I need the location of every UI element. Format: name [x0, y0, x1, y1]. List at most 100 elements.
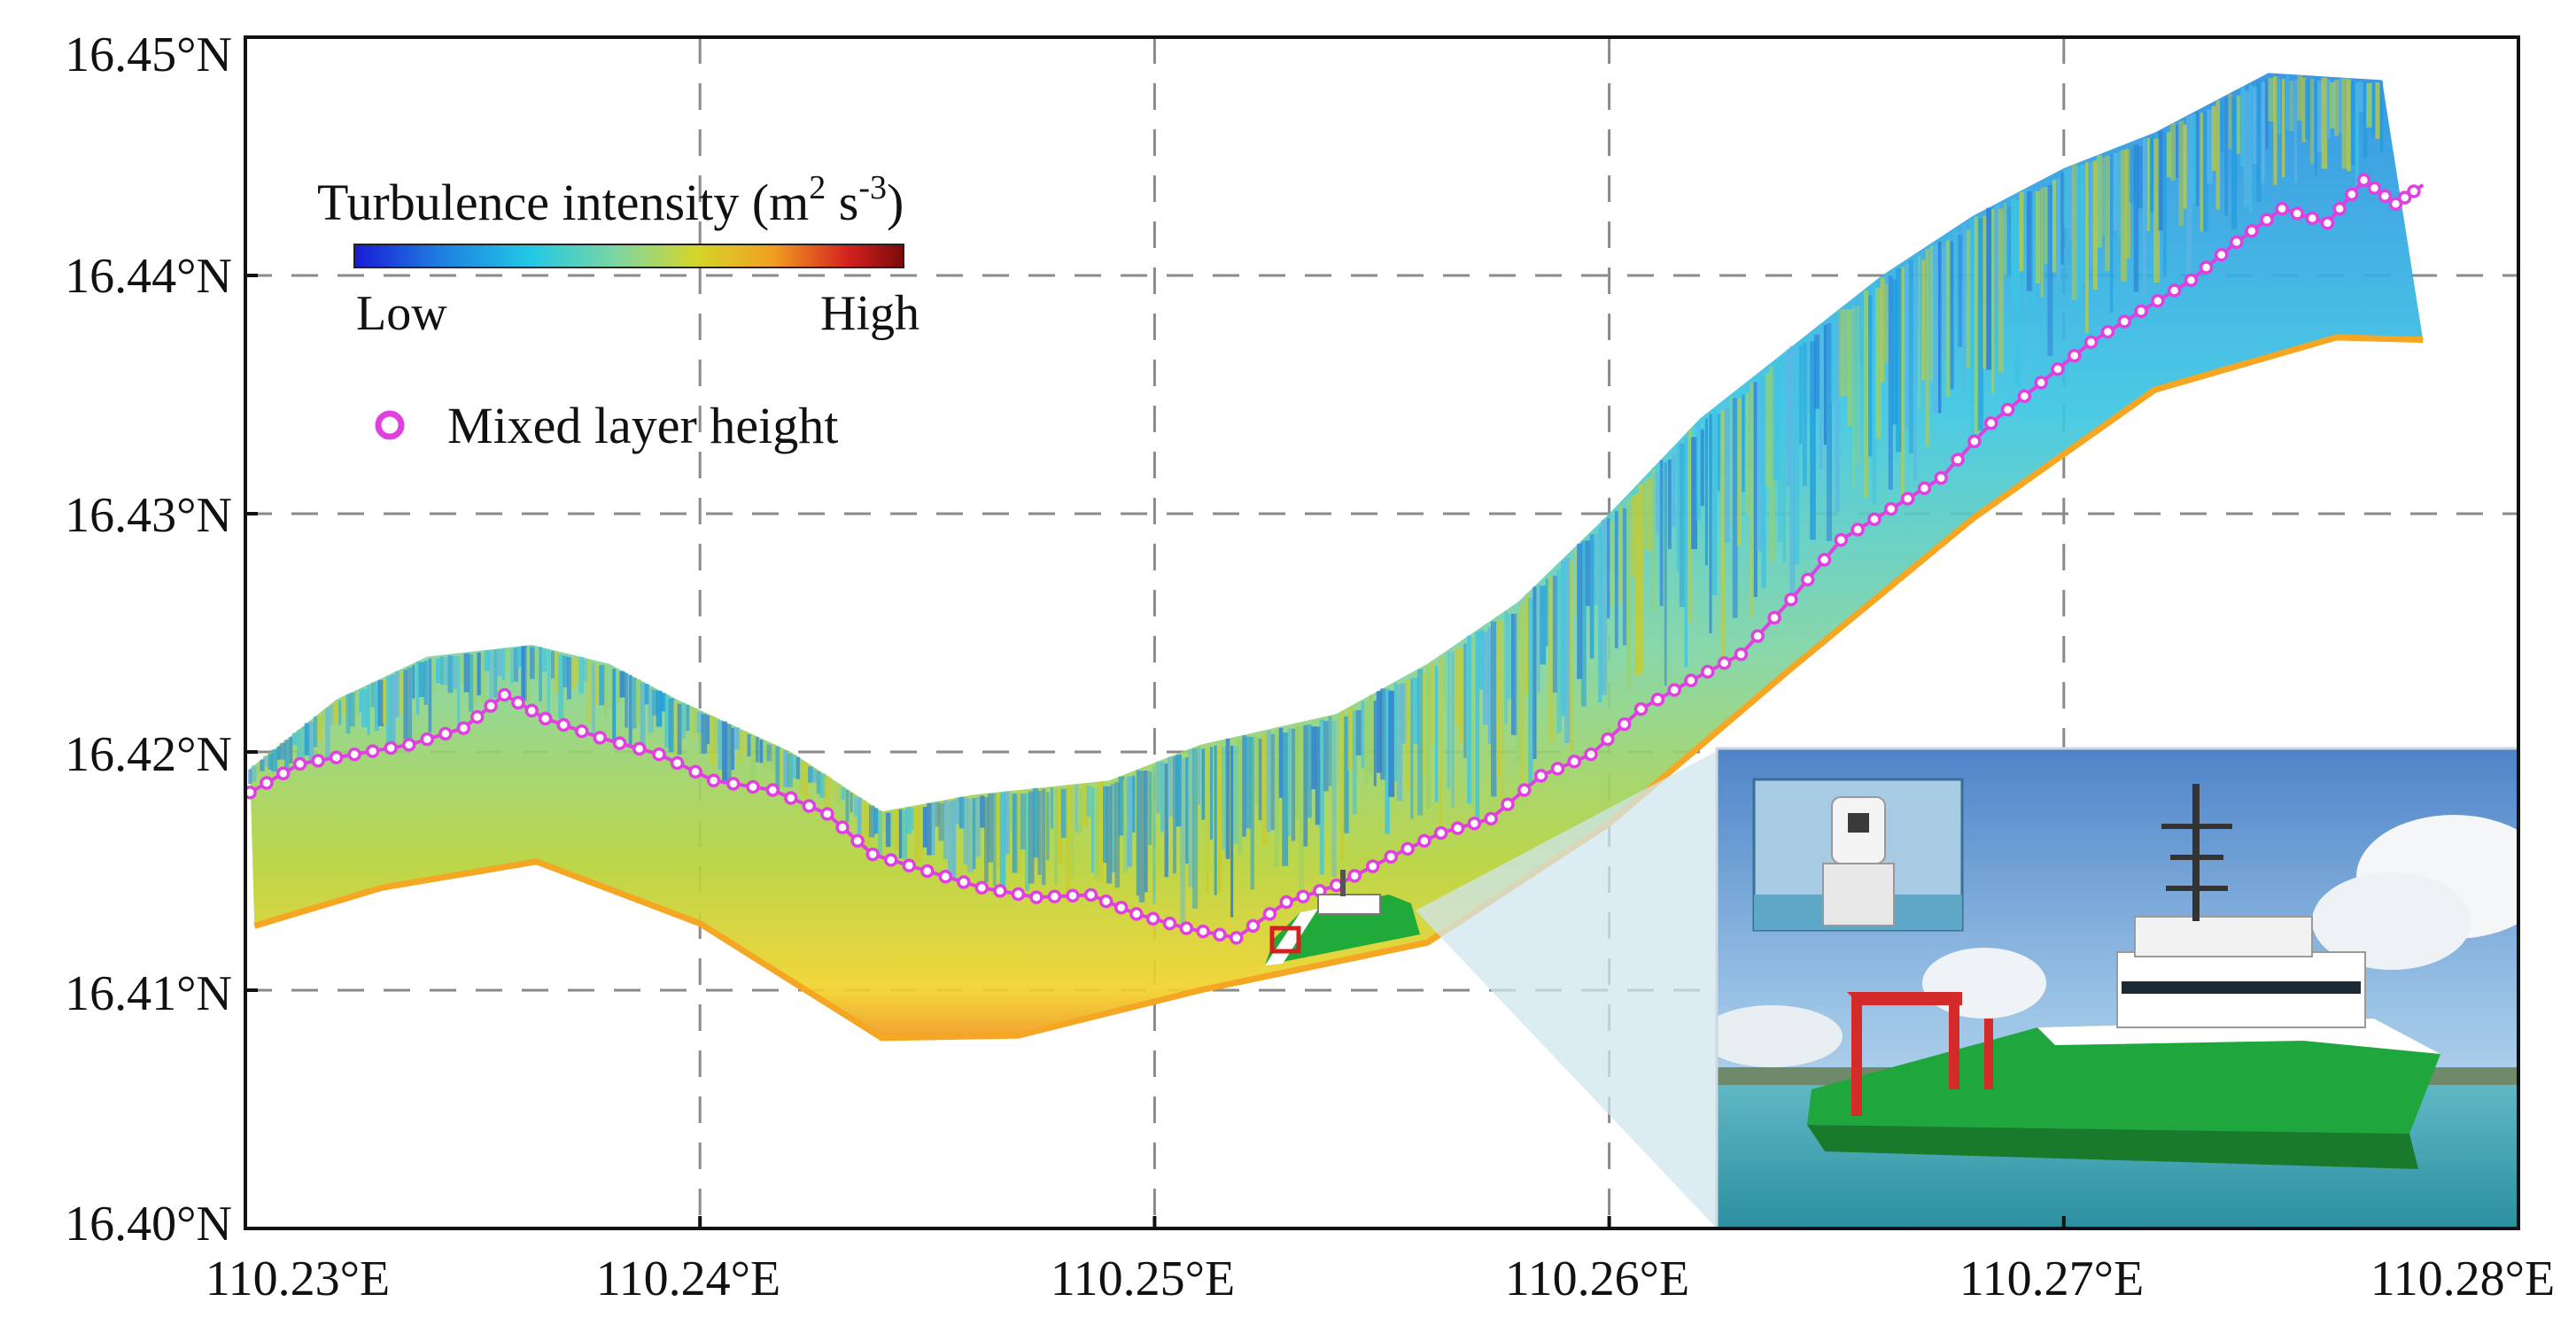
mixed-layer-height-point	[2378, 189, 2393, 204]
mixed-layer-height-point	[1047, 889, 1062, 903]
mixed-layer-height-point	[1900, 492, 1915, 506]
mixed-layer-height-point	[2356, 173, 2371, 188]
mixed-layer-height-point	[974, 880, 989, 895]
mixed-layer-height-point	[292, 756, 307, 771]
mixed-layer-height-point	[1617, 717, 1632, 732]
mixed-layer-height-point	[1784, 593, 1798, 607]
mixed-layer-height-point	[2345, 187, 2359, 202]
mixed-layer-height-point	[1734, 647, 1749, 662]
mixed-layer-height-point	[765, 783, 780, 797]
mixed-layer-height-point	[2000, 402, 2015, 417]
mixed-layer-height-point	[993, 884, 1007, 898]
mixed-layer-height-point	[1384, 849, 1399, 864]
mixed-layer-height-point	[688, 764, 702, 779]
mixed-layer-height-point	[1834, 532, 1849, 547]
mixed-layer-height-point	[2230, 235, 2244, 250]
mixed-layer-height-point	[1179, 921, 1194, 935]
mixed-layer-height-point	[612, 736, 627, 750]
mixed-layer-height-point	[1501, 797, 1515, 811]
mixed-layer-height-point	[820, 807, 834, 821]
mixed-layer-height-point	[2397, 190, 2412, 205]
mixed-layer-height-point	[835, 820, 850, 834]
mixed-layer-height-point	[329, 750, 344, 765]
mixed-layer-height-point	[1329, 878, 1344, 893]
mixed-layer-height-point	[1601, 732, 1615, 747]
mixed-layer-height-point	[1484, 811, 1498, 826]
mixed-layer-height-point	[784, 791, 798, 805]
mixed-layer-height-point	[883, 853, 898, 867]
turbulence-track	[245, 73, 2425, 1042]
mixed-layer-height-point	[1517, 783, 1532, 797]
inset-connector	[1416, 751, 1717, 1228]
y-tick-label: 16.41°N	[65, 966, 232, 1021]
mixed-layer-height-point	[920, 864, 935, 879]
mixed-layer-height-point	[1867, 512, 1882, 527]
mixed-layer-height-point	[245, 785, 257, 800]
mixed-layer-height-point	[2117, 314, 2131, 329]
mixed-layer-height-point	[1767, 610, 1781, 625]
colorbar	[353, 244, 904, 268]
mixed-layer-height-point	[1717, 655, 1732, 670]
mixed-layer-height-point	[802, 799, 817, 813]
y-tick-label: 16.43°N	[65, 488, 232, 543]
mixed-layer-height-point	[1347, 869, 1362, 883]
mixed-layer-height-point	[1196, 924, 1210, 939]
mixed-layer-height-point	[497, 687, 512, 702]
x-tick-label: 110.28°E	[2370, 1251, 2556, 1306]
plot-border	[244, 35, 2520, 1230]
mixed-layer-height-point	[260, 776, 274, 790]
mixed-layer-height-point	[1667, 683, 1681, 697]
y-tick-label: 16.40°N	[65, 1197, 232, 1251]
mixed-layer-height-point	[1951, 453, 1965, 467]
mixed-layer-height-point	[2388, 197, 2403, 212]
mixed-layer-height-point	[524, 703, 539, 718]
mixed-layer-height-point	[1884, 501, 1898, 516]
mixed-layer-height-point	[456, 721, 471, 735]
mixed-layer-legend-label: Mixed layer height	[447, 397, 838, 454]
x-tick-label: 110.26°E	[1505, 1251, 1690, 1306]
colorbar-low-label: Low	[356, 286, 447, 341]
x-axis-labels: 110.23°E 110.24°E 110.25°E 110.26°E 110.…	[206, 1251, 2556, 1306]
mixed-layer-height-point	[438, 726, 453, 741]
mixed-layer-height-point	[1029, 890, 1044, 904]
mixed-layer-height-point	[347, 747, 361, 762]
mixed-layer-height-point	[511, 695, 525, 710]
mixed-layer-height-point	[2151, 293, 2165, 308]
mixed-layer-height-point	[538, 711, 553, 726]
mixed-layer-height-point	[2083, 335, 2099, 350]
y-tick-label: 16.44°N	[65, 249, 232, 304]
mixed-layer-height-point	[1533, 769, 1548, 783]
y-tick-label: 16.42°N	[65, 727, 232, 782]
mixed-layer-height-point	[2332, 201, 2347, 216]
mixed-layer-height-point	[1262, 907, 1277, 921]
mixed-layer-height-point	[2245, 224, 2259, 238]
mixed-layer-height-point	[1450, 821, 1465, 835]
mixed-layer-height-point	[1633, 701, 1649, 717]
mixed-layer-height-point	[1650, 693, 1665, 707]
mixed-layer-height-point	[1684, 673, 1698, 688]
mixed-layer-height-point	[1066, 888, 1080, 903]
mixed-layer-height-point	[593, 731, 608, 745]
mixed-layer-height-point	[865, 847, 880, 862]
mixed-layer-height-point	[706, 773, 721, 788]
mixed-layer-height-point	[652, 747, 666, 762]
turbulence-streaks	[248, 74, 2384, 926]
mixed-layer-height-point	[902, 858, 917, 872]
mixed-layer-height-point	[632, 741, 647, 756]
mixed-layer-height-point	[1584, 747, 1598, 762]
mixed-layer-height-point	[2320, 216, 2335, 230]
mixed-layer-height-point	[957, 875, 971, 889]
mixed-layer-height-point	[1817, 553, 1832, 567]
mixed-layer-height-point	[276, 766, 291, 780]
mixed-layer-height-point	[1230, 931, 1244, 945]
mixed-layer-height-point	[850, 833, 865, 848]
mixed-layer-height-point	[556, 717, 570, 732]
mixed-layer-height-point	[1083, 887, 1098, 903]
mixed-layer-height-point	[2214, 247, 2229, 262]
y-tick-label: 16.45°N	[65, 27, 232, 82]
mixed-layer-height-point	[1934, 470, 1948, 485]
colorbar-legend: Turbulence intensity (m2 s-3) Low High	[317, 169, 919, 341]
mixed-layer-height-point	[726, 777, 741, 791]
mixed-layer-height-point	[1098, 894, 1113, 909]
mixed-layer-height-point	[1365, 859, 1380, 873]
